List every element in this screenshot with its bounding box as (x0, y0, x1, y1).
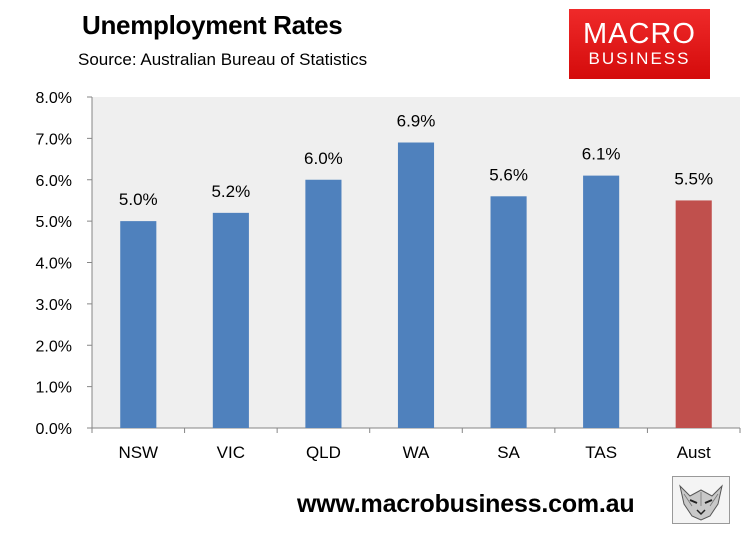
bar-qld (305, 179, 342, 428)
bar-wa (397, 142, 435, 428)
y-tick-label: 7.0% (36, 131, 72, 148)
bar-nsw (120, 221, 157, 428)
bar-aust (675, 200, 712, 428)
y-tick-label: 3.0% (36, 297, 72, 314)
x-tick-label-wa: WA (403, 443, 430, 462)
bar-sa (490, 196, 527, 428)
data-label-vic: 5.2% (211, 182, 250, 201)
y-tick-label: 2.0% (36, 338, 72, 355)
y-tick-label: 0.0% (36, 421, 72, 438)
y-tick-label: 5.0% (36, 214, 72, 231)
chart-subtitle: Source: Australian Bureau of Statistics (78, 50, 368, 69)
y-tick-label: 8.0% (36, 90, 72, 107)
y-tick-label: 6.0% (36, 173, 72, 190)
data-label-nsw: 5.0% (119, 190, 158, 209)
data-label-aust: 5.5% (674, 169, 713, 188)
data-label-qld: 6.0% (304, 149, 343, 168)
bar-tas (583, 175, 620, 428)
y-tick-label: 4.0% (36, 256, 72, 273)
macrobusiness-logo: MACRO BUSINESS (569, 9, 710, 79)
x-tick-label-nsw: NSW (118, 443, 158, 462)
logo-line-2: BUSINESS (588, 49, 691, 68)
y-tick-label: 1.0% (36, 380, 72, 397)
x-tick-label-sa: SA (497, 443, 520, 462)
data-label-sa: 5.6% (489, 165, 528, 184)
x-tick-label-tas: TAS (585, 443, 617, 462)
data-label-wa: 6.9% (397, 112, 436, 131)
chart-title: Unemployment Rates (82, 10, 343, 40)
logo-line-1: MACRO (583, 18, 696, 50)
website-url: www.macrobusiness.com.au (297, 490, 635, 518)
wolf-emblem-icon (672, 476, 730, 524)
x-tick-label-aust: Aust (677, 443, 711, 462)
bar-vic (212, 212, 249, 428)
x-tick-label-vic: VIC (217, 443, 245, 462)
data-label-tas: 6.1% (582, 145, 621, 164)
x-tick-label-qld: QLD (306, 443, 341, 462)
